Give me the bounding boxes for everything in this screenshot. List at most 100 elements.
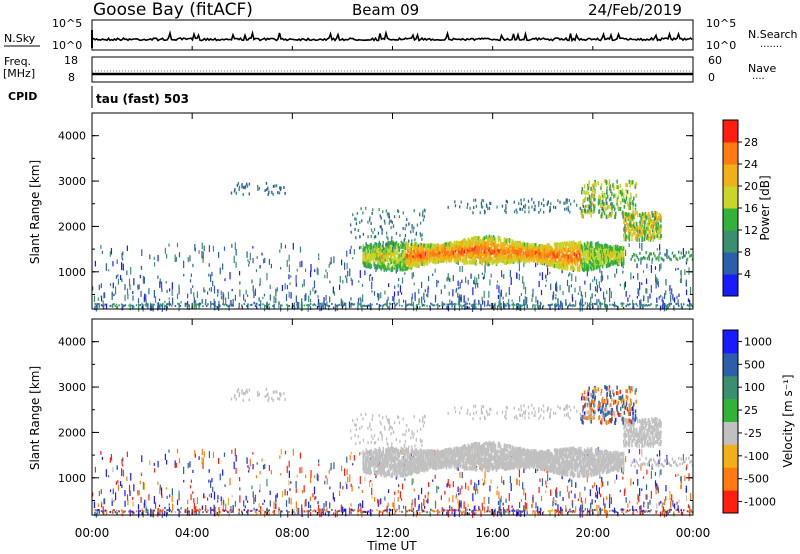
power-cell: [432, 248, 435, 253]
power-cell: [669, 302, 671, 307]
power-cell: [467, 297, 469, 301]
velocity-cell: [147, 509, 149, 514]
power-cell: [397, 209, 399, 213]
power-cell: [350, 245, 352, 249]
power-cell: [589, 252, 592, 257]
power-cell: [562, 242, 565, 247]
power-cell: [481, 251, 484, 256]
power-cell: [256, 302, 258, 305]
power-cell: [638, 225, 640, 230]
power-cell: [629, 197, 631, 202]
power-cell: [591, 201, 593, 206]
power-cell: [654, 254, 656, 258]
power-cell: [387, 237, 389, 241]
power-cell: [560, 263, 563, 268]
power-cell: [129, 303, 131, 311]
power-cell: [392, 261, 395, 266]
power-cell: [611, 192, 613, 197]
velocity-cell: [401, 483, 404, 490]
power-cell: [534, 243, 537, 248]
power-cell: [641, 232, 643, 237]
power-cell: [522, 246, 525, 251]
velocity-cell: [309, 504, 312, 509]
power-cell: [600, 214, 603, 219]
power-cell: [120, 303, 123, 306]
power-cell: [690, 303, 692, 306]
power-cell: [548, 261, 551, 266]
power-cell: [237, 181, 240, 185]
power-cell: [358, 246, 361, 250]
power-cell: [420, 242, 423, 247]
power-cell: [369, 216, 371, 220]
power-cell: [539, 257, 542, 262]
power-cell: [465, 276, 467, 283]
power-cell: [517, 248, 520, 253]
power-cell: [656, 297, 658, 304]
power-cell: [371, 211, 373, 215]
power-cell: [470, 239, 473, 244]
velocity-cell: [324, 509, 326, 515]
power-cell: [332, 286, 334, 294]
power-cell: [364, 260, 367, 265]
power-cell: [626, 303, 629, 306]
power-cell: [414, 292, 416, 299]
power-cell: [575, 300, 577, 306]
power-cell: [594, 265, 597, 270]
velocity-cell: [249, 458, 251, 467]
power-cell: [399, 266, 402, 271]
power-cell: [430, 256, 433, 261]
power-cell: [575, 249, 578, 254]
power-cell: [622, 210, 624, 215]
power-cell: [596, 242, 599, 247]
power-cell: [234, 294, 237, 301]
power-cell: [518, 242, 521, 247]
power-cell: [413, 282, 415, 286]
velocity-cell: [348, 507, 351, 515]
power-cell: [600, 287, 602, 292]
power-cell: [463, 238, 466, 243]
power-cell: [207, 303, 209, 306]
power-cell: [158, 305, 160, 308]
power-cell: [383, 254, 386, 259]
power-cell: [608, 295, 611, 303]
power-cell: [479, 255, 482, 260]
power-cell: [651, 210, 653, 215]
power-cell: [645, 215, 647, 220]
power-cell: [477, 249, 480, 254]
power-cell: [591, 194, 594, 199]
power-cell: [654, 266, 657, 270]
power-cell: [580, 260, 583, 265]
power-cell: [389, 219, 391, 223]
velocity-cell: [357, 508, 359, 517]
power-cell: [360, 298, 362, 306]
power-cell: [486, 261, 489, 266]
power-cell: [578, 255, 581, 260]
power-cell: [367, 254, 370, 259]
power-cell: [476, 246, 479, 251]
power-cell: [512, 240, 515, 245]
power-cell: [405, 303, 407, 311]
power-cell: [447, 205, 449, 209]
power-cell: [621, 192, 623, 197]
power-cell: [414, 242, 417, 247]
power-cell: [611, 251, 614, 256]
power-cell: [595, 265, 598, 270]
power-cell: [563, 247, 566, 252]
power-cell: [142, 304, 144, 307]
power-cell: [483, 255, 486, 260]
power-cell: [660, 224, 662, 229]
power-cell: [459, 294, 461, 303]
power-cell: [370, 221, 372, 225]
power-cell: [416, 303, 418, 306]
power-cell: [675, 256, 677, 260]
power-cell: [420, 281, 423, 289]
power-cell: [445, 259, 448, 264]
power-cell: [555, 249, 558, 254]
velocity-cell: [658, 459, 660, 465]
power-cell: [561, 244, 564, 249]
power-cell: [474, 256, 477, 261]
velocity-cell: [100, 501, 103, 508]
power-cell: [632, 205, 634, 210]
power-cell: [398, 261, 401, 266]
power-cell: [198, 304, 200, 309]
